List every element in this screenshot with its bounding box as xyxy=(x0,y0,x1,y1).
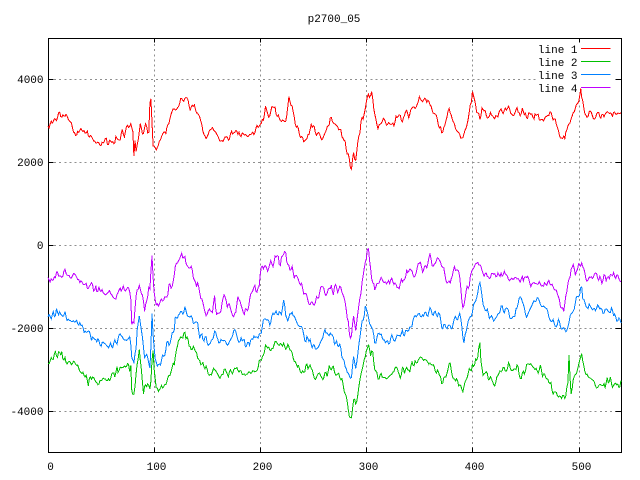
svg-text:0: 0 xyxy=(37,241,44,253)
svg-text:100: 100 xyxy=(147,462,167,474)
svg-text:300: 300 xyxy=(359,462,379,474)
svg-text:-4000: -4000 xyxy=(10,407,43,419)
svg-text:line 3: line 3 xyxy=(538,71,578,83)
svg-text:line 2: line 2 xyxy=(538,58,578,70)
svg-text:200: 200 xyxy=(253,462,273,474)
svg-text:0: 0 xyxy=(47,462,54,474)
svg-text:500: 500 xyxy=(572,462,592,474)
svg-text:400: 400 xyxy=(465,462,485,474)
svg-text:4000: 4000 xyxy=(17,75,43,87)
svg-text:-2000: -2000 xyxy=(10,324,43,336)
svg-text:line 4: line 4 xyxy=(538,84,578,96)
svg-text:line 1: line 1 xyxy=(538,45,578,57)
svg-text:2000: 2000 xyxy=(17,158,43,170)
svg-text:p2700_05: p2700_05 xyxy=(308,14,361,26)
